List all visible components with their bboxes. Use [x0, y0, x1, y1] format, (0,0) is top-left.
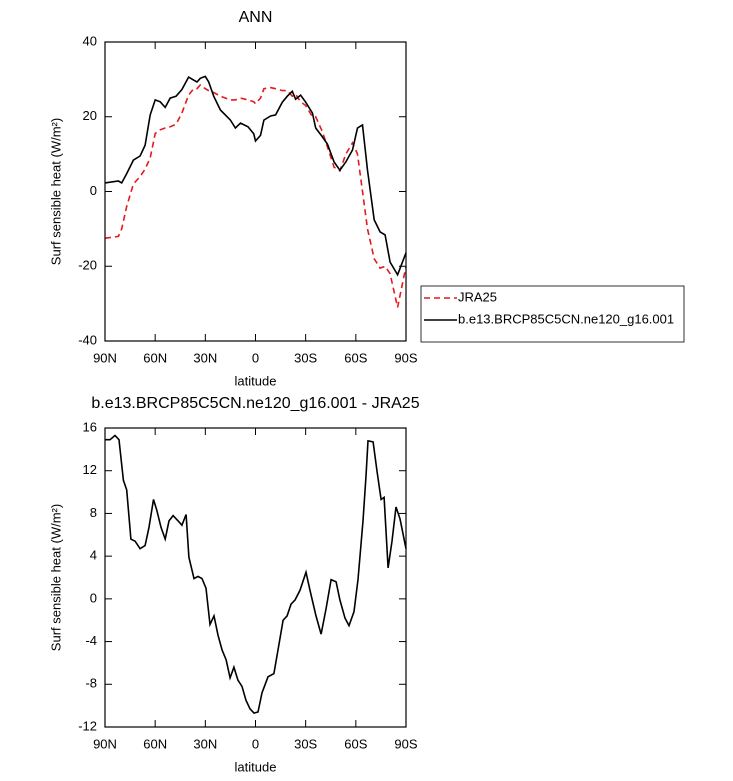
x-tick-label: 60S — [344, 736, 367, 751]
x-axis-label: latitude — [235, 759, 277, 774]
y-tick-label: 40 — [83, 33, 97, 48]
x-tick-label: 90S — [394, 736, 417, 751]
y-tick-label: -12 — [78, 718, 97, 733]
plot-frame — [104, 427, 407, 728]
legend-label: JRA25 — [458, 289, 497, 304]
chart-title: ANN — [239, 9, 273, 26]
y-axis-label: Surf sensible heat (W/m²) — [48, 504, 63, 651]
x-tick-label: 60N — [143, 350, 167, 365]
x-tick-label: 30N — [193, 350, 217, 365]
x-tick-label: 0 — [252, 350, 259, 365]
x-tick-label: 30S — [294, 736, 317, 751]
x-tick-label: 30N — [193, 736, 217, 751]
y-tick-label: 8 — [90, 505, 97, 520]
y-tick-label: 0 — [90, 183, 97, 198]
legend-box — [420, 285, 685, 343]
x-tick-label: 30S — [294, 350, 317, 365]
chart-title: b.e13.BRCP85C5CN.ne120_g16.001 - JRA25 — [91, 395, 419, 412]
data-line — [104, 83, 407, 308]
y-axis-label: Surf sensible heat (W/m²) — [48, 118, 63, 265]
plot-frame — [104, 41, 407, 342]
y-tick-label: -4 — [85, 633, 97, 648]
y-tick-label: 12 — [83, 462, 97, 477]
x-tick-label: 90N — [93, 350, 117, 365]
x-tick-label: 60S — [344, 350, 367, 365]
y-tick-label: -40 — [78, 332, 97, 347]
y-tick-label: 16 — [83, 419, 97, 434]
y-tick-label: -8 — [85, 676, 97, 691]
x-tick-label: 60N — [143, 736, 167, 751]
legend-label: b.e13.BRCP85C5CN.ne120_g16.001 — [458, 311, 674, 326]
y-tick-label: -20 — [78, 258, 97, 273]
y-tick-label: 4 — [90, 548, 97, 563]
x-tick-label: 0 — [252, 736, 259, 751]
y-tick-label: 20 — [83, 108, 97, 123]
x-tick-label: 90N — [93, 736, 117, 751]
y-tick-label: 0 — [90, 590, 97, 605]
data-line — [104, 75, 407, 277]
data-line — [105, 434, 407, 714]
x-tick-label: 90S — [394, 350, 417, 365]
x-axis-label: latitude — [235, 373, 277, 388]
